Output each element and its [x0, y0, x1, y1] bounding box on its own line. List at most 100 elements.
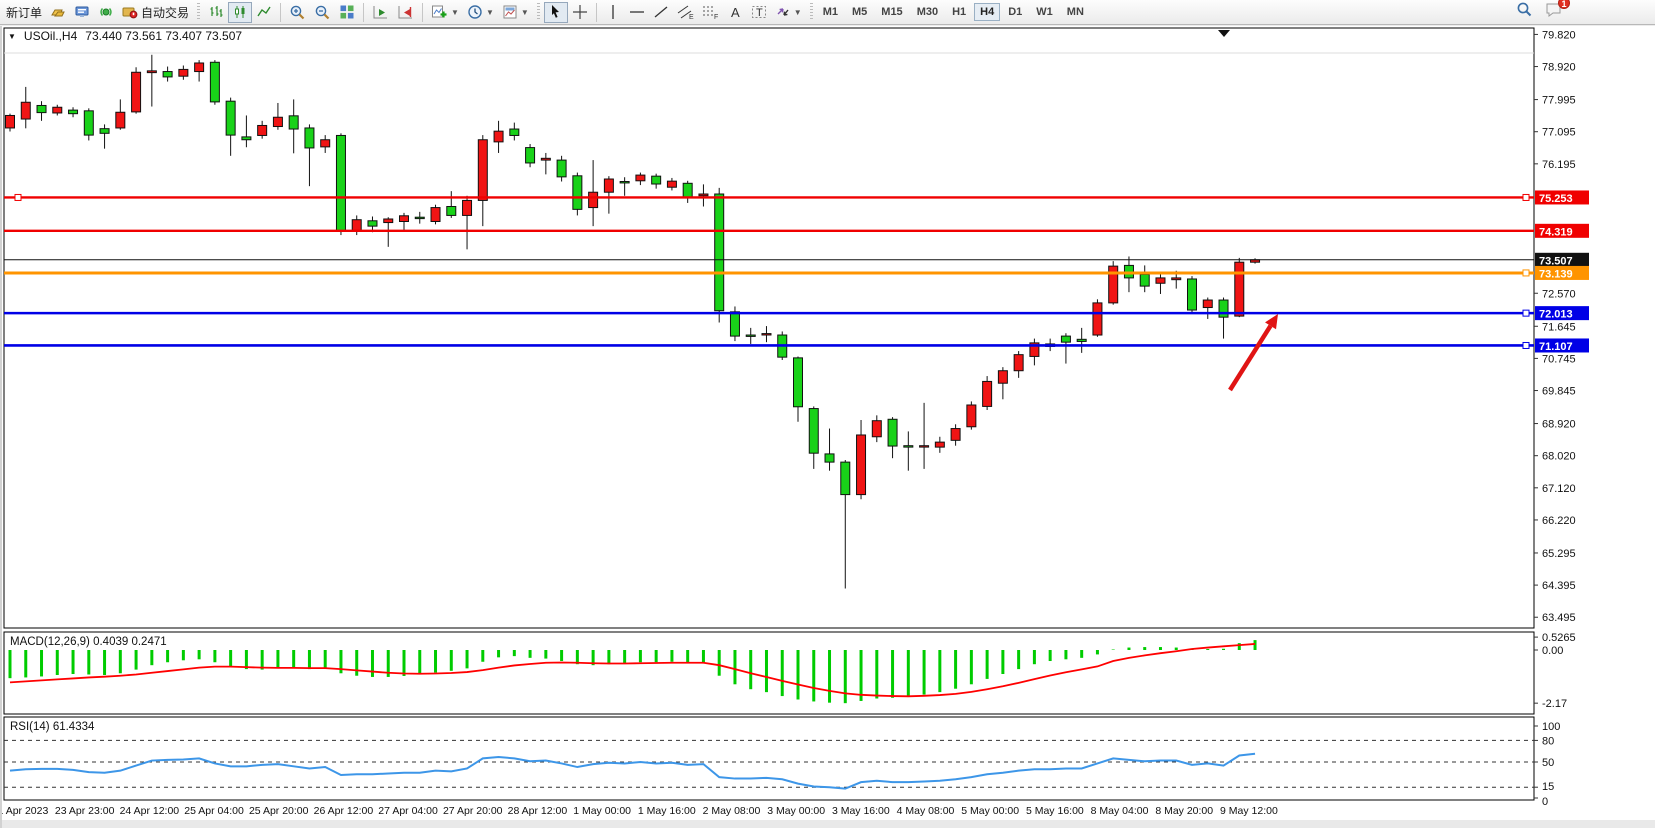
- chart-shift-icon[interactable]: [393, 2, 418, 23]
- svg-text:15: 15: [1542, 781, 1554, 793]
- horizontal-line-tool-icon[interactable]: [625, 2, 649, 23]
- candle-body: [997, 370, 1008, 384]
- bar-chart-mode-icon[interactable]: [204, 2, 228, 23]
- candle-body: [966, 404, 977, 428]
- timeframe-button-M1[interactable]: M1: [822, 6, 838, 18]
- window-frame-bottom: [2, 820, 1655, 828]
- candle-body: [745, 334, 756, 337]
- autotrade-button[interactable]: 自动交易: [118, 2, 193, 23]
- candle-body: [808, 408, 819, 454]
- line-handle[interactable]: [1522, 341, 1530, 349]
- vertical-line-tool-icon[interactable]: [601, 2, 625, 23]
- candle-body: [288, 115, 299, 130]
- candle-body: [52, 106, 63, 114]
- candle-body: [131, 71, 142, 113]
- line-handle[interactable]: [1522, 309, 1530, 317]
- candle-body: [793, 357, 803, 408]
- svg-text:68.920: 68.920: [1542, 419, 1576, 431]
- svg-text:77.995: 77.995: [1542, 95, 1576, 107]
- svg-text:66.220: 66.220: [1542, 515, 1576, 527]
- svg-text:80: 80: [1542, 735, 1554, 747]
- timeframe-button-MN[interactable]: MN: [1066, 6, 1084, 18]
- text-tool-icon[interactable]: A: [723, 2, 747, 23]
- timeframe-button-M30[interactable]: M30: [916, 6, 939, 18]
- crosshair-tool-icon[interactable]: [568, 2, 592, 23]
- line-handle[interactable]: [1522, 193, 1530, 201]
- svg-text:50: 50: [1542, 757, 1554, 769]
- svg-text:64.395: 64.395: [1542, 580, 1576, 592]
- timeframe-button-H1[interactable]: H1: [952, 6, 967, 18]
- time-axis-label: 8 May 20:00: [1155, 805, 1213, 817]
- metaeditor-icon[interactable]: [70, 2, 94, 23]
- time-axis: 21 Apr 2023 23 Apr 23:00 24 Apr 12:00 25 Ap…: [2, 805, 1278, 817]
- autotrade-label: 自动交易: [141, 5, 190, 20]
- chart-title-bar[interactable]: ▼ USOil.,H4 73.440 73.561 73.407 73.507: [8, 29, 242, 43]
- templates-button[interactable]: ▼: [498, 2, 533, 23]
- candle-body: [36, 104, 47, 114]
- line-handle[interactable]: [1522, 269, 1530, 277]
- auto-scroll-icon[interactable]: [368, 2, 393, 23]
- zoom-in-icon[interactable]: [285, 2, 310, 23]
- candle-body: [446, 206, 457, 216]
- svg-text:69.845: 69.845: [1542, 386, 1576, 398]
- add-indicator-button[interactable]: ▼: [427, 2, 463, 23]
- timeframe-button-D1[interactable]: D1: [1008, 6, 1023, 18]
- candle-body: [588, 191, 599, 209]
- time-axis-label: 3 May 16:00: [832, 805, 890, 817]
- price-line-label: [1535, 223, 1589, 238]
- timeframe-button-M5[interactable]: M5: [852, 6, 868, 18]
- notifications-chat-icon[interactable]: 1: [1545, 0, 1570, 23]
- fibonacci-tool-icon[interactable]: F: [698, 2, 723, 23]
- timeframe-button-H4[interactable]: H4: [974, 3, 1001, 21]
- candle-body: [950, 428, 961, 441]
- timeframe-button-M15[interactable]: M15: [881, 6, 903, 18]
- time-axis-label: 1 May 16:00: [638, 805, 696, 817]
- candle-body: [241, 136, 252, 141]
- timeframe-button-W1[interactable]: W1: [1036, 6, 1053, 18]
- candle-body: [556, 159, 567, 178]
- svg-text:0.00: 0.00: [1542, 645, 1563, 657]
- equidistant-channel-tool-icon[interactable]: E: [673, 2, 698, 23]
- svg-text:71.645: 71.645: [1542, 321, 1576, 333]
- candle-body: [1171, 277, 1182, 281]
- symbol-period-label: USOil.,H4: [23, 29, 78, 43]
- annotation-arrow[interactable]: [1228, 314, 1278, 392]
- periods-button[interactable]: ▼: [463, 2, 498, 23]
- svg-text:77.095: 77.095: [1542, 127, 1576, 139]
- search-icon[interactable]: [1516, 1, 1533, 23]
- text-label-tool-icon[interactable]: T: [747, 2, 771, 23]
- candle-body: [477, 139, 488, 201]
- new-order-button[interactable]: 新订单: [2, 2, 46, 23]
- price-line-label: [1535, 306, 1589, 321]
- arrows-tool-icon[interactable]: ▼: [771, 2, 806, 23]
- candlestick-mode-icon[interactable]: [228, 1, 253, 23]
- tile-windows-icon[interactable]: [335, 2, 359, 23]
- candle-body: [493, 130, 504, 143]
- svg-text:79.820: 79.820: [1542, 29, 1576, 41]
- chart-shift-marker-icon[interactable]: [1218, 30, 1230, 37]
- time-axis-label: 4 May 08:00: [897, 805, 955, 817]
- line-chart-mode-icon[interactable]: [252, 2, 276, 23]
- rsi-line: [9, 752, 1256, 790]
- line-handle[interactable]: [14, 193, 22, 201]
- svg-text:F: F: [714, 14, 718, 20]
- candle-body: [1202, 299, 1213, 309]
- candle-body: [146, 70, 157, 74]
- dropdown-arrow-icon: ▼: [451, 7, 459, 17]
- candle-body: [714, 193, 725, 312]
- signal-icon[interactable]: [94, 2, 118, 23]
- time-axis-label: 5 May 16:00: [1026, 805, 1084, 817]
- trendline-tool-icon[interactable]: [649, 2, 673, 23]
- zoom-out-icon[interactable]: [310, 2, 335, 23]
- cursor-tool-icon[interactable]: [543, 1, 568, 23]
- time-axis-label: 23 Apr 23:00: [55, 805, 115, 817]
- candle-body: [856, 434, 867, 496]
- gold-ingot-icon[interactable]: [46, 2, 70, 23]
- svg-text:67.120: 67.120: [1542, 483, 1576, 495]
- symbol-dropdown-icon[interactable]: ▼: [8, 31, 16, 41]
- candle-body: [1108, 265, 1119, 304]
- candle-body: [257, 124, 268, 136]
- price-line-label-text: 72.013: [1539, 309, 1573, 321]
